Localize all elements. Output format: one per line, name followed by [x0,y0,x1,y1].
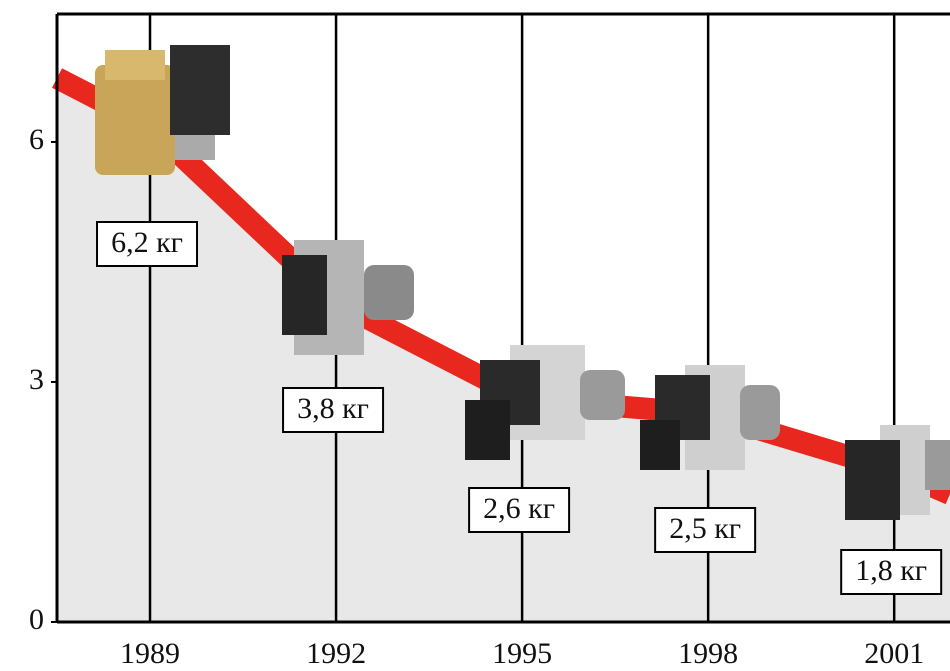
y-tick-label: 0 [29,603,44,636]
x-tick-label: 1989 [120,637,180,670]
x-tick-label: 1992 [306,637,366,670]
annotation-box [840,549,943,595]
y-tick-label: 3 [29,363,44,396]
device-pictures [95,45,950,520]
device-1998 [640,365,780,470]
device-1992 [282,240,414,355]
x-tick-label: 1998 [678,637,738,670]
x-tick-label: 2001 [864,637,924,670]
device-2001 [845,425,950,520]
device-1989 [95,45,230,175]
device-1995 [465,345,625,460]
annotation-box [96,221,199,267]
annotation: 1,8 кг [855,554,927,587]
annotation: 2,5 кг [669,512,741,545]
annotation: 3,8 кг [297,392,369,425]
annotation-box [468,487,571,533]
y-tick-label: 6 [29,123,44,156]
annotation: 2,6 кг [483,492,555,525]
annotation-box [654,507,757,553]
area-under-line [57,78,950,622]
x-tick-label: 1995 [492,637,552,670]
annotation-box [282,387,385,433]
annotation: 6,2 кг [111,226,183,259]
